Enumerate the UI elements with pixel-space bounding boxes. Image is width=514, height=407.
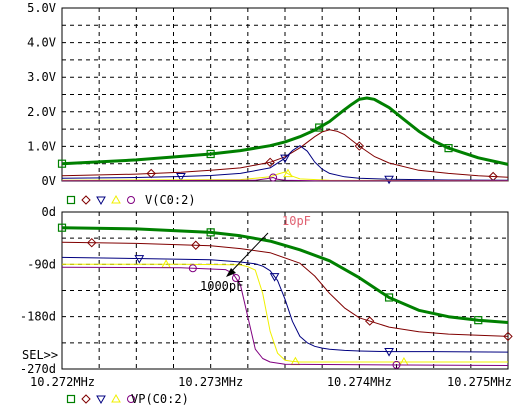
top-legend-markers bbox=[66, 194, 135, 206]
series-marker-purple bbox=[231, 274, 240, 283]
top-legend: V(C0:2) bbox=[66, 193, 196, 207]
series-marker-green bbox=[474, 316, 483, 325]
legend-marker-yellow bbox=[111, 194, 121, 204]
series-marker-blue bbox=[269, 273, 280, 282]
series-line-green bbox=[61, 96, 509, 166]
series-marker-blue bbox=[384, 175, 394, 185]
plot-frame bbox=[61, 211, 509, 370]
top-series bbox=[57, 96, 509, 185]
series-line-brown bbox=[61, 241, 509, 337]
y-tick-label: 2.0V bbox=[27, 105, 56, 119]
series-line-yellow bbox=[61, 171, 509, 182]
series-line-blue bbox=[61, 256, 509, 353]
series-line-purple bbox=[61, 266, 509, 366]
series-marker-green bbox=[444, 144, 453, 153]
series-marker-green bbox=[206, 149, 215, 159]
bottom-legend: VP(C0:2) bbox=[66, 392, 189, 406]
bottom-grid bbox=[62, 212, 508, 369]
top-y-tick-labels: 5.0V 4.0V 3.0V 2.0V 1.0V 0V bbox=[27, 1, 56, 188]
series-marker-blue bbox=[134, 255, 145, 264]
y-tick-label: 5.0V bbox=[27, 1, 56, 15]
series-marker-purple bbox=[188, 264, 197, 273]
series-marker-blue bbox=[176, 173, 186, 182]
legend-marker-brown bbox=[81, 195, 91, 205]
y-tick-label: -270d bbox=[20, 362, 56, 376]
legend-marker-brown bbox=[81, 394, 91, 404]
bottom-legend-markers bbox=[66, 393, 135, 405]
top-legend-label: V(C0:2) bbox=[145, 193, 196, 207]
bottom-frame bbox=[61, 211, 509, 370]
series-marker-yellow bbox=[283, 168, 293, 178]
legend-marker-purple bbox=[127, 196, 135, 204]
series-line-yellow bbox=[62, 263, 508, 363]
series-marker-green bbox=[384, 293, 394, 302]
series-line-brown bbox=[61, 129, 509, 178]
bottom-legend-label: VP(C0:2) bbox=[131, 392, 189, 406]
series-marker-green bbox=[57, 159, 67, 168]
cursor-label: SEL>> bbox=[22, 348, 58, 362]
legend-marker-blue bbox=[96, 196, 106, 206]
series-marker-purple bbox=[269, 173, 278, 182]
top-frame bbox=[61, 7, 509, 182]
series-marker-brown bbox=[503, 331, 513, 342]
series-marker-blue bbox=[384, 348, 394, 357]
series-marker-green bbox=[57, 223, 67, 232]
x-tick-label: 10.275MHz bbox=[447, 375, 512, 389]
legend-marker-green bbox=[66, 394, 76, 404]
top-grid bbox=[62, 8, 508, 181]
x-tick-label: 10.274MHz bbox=[327, 375, 392, 389]
series-marker-green bbox=[315, 123, 324, 132]
series-line-green bbox=[61, 226, 509, 324]
series-marker-brown bbox=[365, 316, 375, 326]
series-line-blue bbox=[61, 145, 509, 181]
y-tick-label: 0V bbox=[42, 174, 56, 188]
annotation-arrow bbox=[227, 232, 269, 276]
series-marker-purple bbox=[392, 360, 401, 369]
x-tick-labels: 10.272MHz 10.273MHz 10.274MHz 10.275MHz bbox=[30, 375, 512, 389]
bottom-series bbox=[57, 223, 513, 369]
series-marker-brown bbox=[191, 240, 201, 250]
series-marker-blue bbox=[280, 154, 290, 164]
top-chart: 5.0V 4.0V 3.0V 2.0V 1.0V 0V V(C0:2) bbox=[27, 1, 509, 207]
series-marker-green bbox=[206, 228, 215, 237]
y-tick-label: 3.0V bbox=[27, 70, 56, 84]
bottom-chart: 0d-90d-180d-270d 10.272MHz 10.273MHz 10.27… bbox=[20, 205, 513, 406]
series-marker-brown bbox=[87, 237, 97, 248]
x-tick-label: 10.272MHz bbox=[30, 375, 95, 389]
y-tick-label: -180d bbox=[20, 310, 56, 324]
y-tick-label: 4.0V bbox=[27, 36, 56, 50]
series-line-purple bbox=[61, 177, 509, 182]
legend-marker-blue bbox=[96, 395, 106, 405]
series-marker-brown bbox=[265, 157, 275, 168]
legend-marker-purple bbox=[127, 395, 135, 403]
plot-frame bbox=[61, 7, 509, 182]
bottom-y-tick-labels: 0d -90d -180d -270d bbox=[20, 205, 56, 376]
series-marker-brown bbox=[354, 141, 365, 151]
annotation-1000pf: 1000pF bbox=[200, 279, 243, 293]
annotation-arrowhead bbox=[226, 268, 236, 277]
y-tick-label: 1.0V bbox=[27, 139, 56, 153]
legend-marker-yellow bbox=[111, 393, 121, 403]
x-tick-label: 10.273MHz bbox=[178, 375, 243, 389]
legend-marker-green bbox=[66, 195, 76, 205]
y-tick-label: -90d bbox=[27, 257, 56, 271]
annotations: 10pF 1000pF bbox=[200, 214, 311, 293]
annotation-10pf: 10pF bbox=[282, 214, 311, 228]
y-tick-label: 0d bbox=[42, 205, 56, 219]
